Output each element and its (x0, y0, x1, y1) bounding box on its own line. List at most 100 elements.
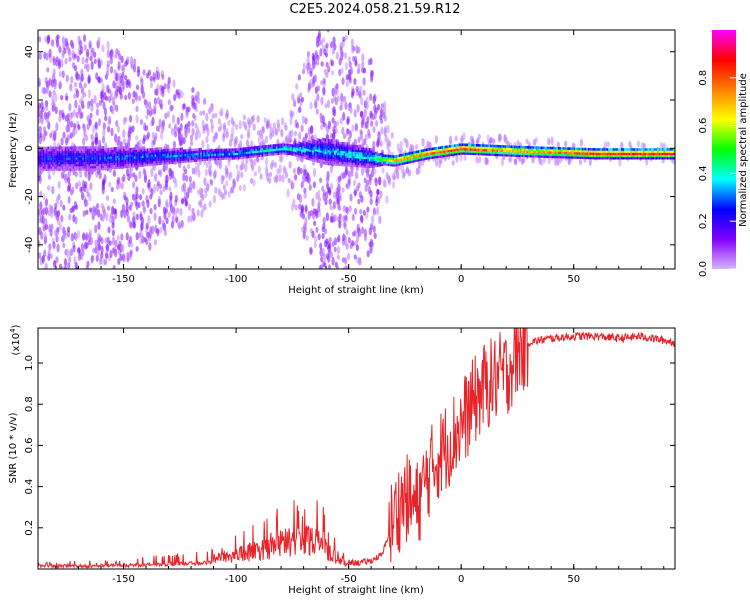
spectrogram-ridge-cell (299, 144, 302, 147)
spectrogram-ridge-cell (208, 155, 210, 159)
spectrogram-ridge-cell (534, 146, 536, 149)
spectrogram-noise-cell (159, 98, 163, 105)
spectrogram-ridge-cell (323, 137, 325, 141)
spectrogram-ridge-cell (490, 153, 492, 156)
spectrogram-noise-cell (42, 222, 46, 232)
spectrogram-ridge-cell (91, 148, 94, 152)
spectrogram-ridge-cell (586, 150, 588, 153)
spectrogram-ridge-cell (532, 146, 535, 149)
spectrogram-ridge-cell (384, 163, 387, 166)
spectrogram-ridge-cell (64, 152, 67, 156)
spectrogram-ridge-cell (370, 154, 372, 158)
spectrogram-ridge-cell (461, 145, 464, 149)
spectrogram-noise-cell (116, 125, 121, 134)
spectrogram-ridge-cell (277, 150, 279, 153)
spectrogram-ridge-cell (598, 156, 601, 160)
spectrogram-ridge-cell (472, 150, 475, 153)
spectrogram-ridge-cell (357, 151, 360, 155)
spectrogram-noise-cell (305, 235, 309, 241)
spectrogram-ridge-cell (45, 166, 48, 169)
spectrogram-noise-cell (119, 92, 123, 100)
spectrogram-noise-cell (41, 106, 45, 113)
spectrogram-ridge-cell (513, 152, 516, 155)
spectrogram-ridge-cell (38, 153, 40, 156)
spectrogram-noise-cell (107, 115, 112, 125)
spectrogram-ridge-cell (403, 153, 406, 156)
spectrogram-ridge-cell (331, 147, 333, 151)
spectrogram-ridge-cell (351, 151, 354, 154)
spectrogram-noise-cell (238, 185, 242, 192)
spectrogram-ridge-cell (611, 156, 614, 160)
spectrogram-ridge-cell (592, 154, 595, 158)
spectrogram-ridge-cell (359, 151, 361, 155)
spectrogram-noise-cell (379, 140, 383, 147)
spectrogram-ridge-cell (115, 162, 117, 165)
spectrogram-ridge-cell (620, 152, 623, 156)
spectrogram-noise-cell (315, 108, 319, 115)
spectrogram-noise-cell (50, 223, 54, 231)
spectrogram-noise-cell (315, 60, 320, 66)
spectrogram-ridge-cell (124, 152, 127, 156)
spectrogram-ridge-cell (305, 157, 308, 160)
spectrogram-ridge-cell (661, 156, 664, 160)
spectrogram-ridge-cell (668, 156, 670, 160)
spectrogram-ridge-cell (559, 151, 562, 154)
spectrogram-ridge-cell (331, 149, 333, 153)
spectrogram-ridge-cell (334, 141, 336, 145)
spectrogram-ridge-cell (598, 150, 601, 153)
spectrogram-noise-cell (114, 90, 118, 100)
spectrogram-ridge-cell (570, 149, 573, 153)
spectrogram-ridge-cell (41, 157, 43, 161)
spectrogram-ridge-cell (146, 163, 149, 167)
spectrogram-ridge-cell (469, 148, 472, 151)
spectrogram-noise-cell (385, 195, 389, 204)
spectrogram-ridge-cell (247, 149, 250, 152)
spectrogram-noise-cell (337, 180, 341, 189)
spectrogram-ridge-cell (620, 150, 623, 153)
spectrogram-noise-cell (152, 139, 156, 145)
snr-frame (37, 327, 676, 570)
spectrogram-ridge-cell (105, 165, 108, 168)
spectrogram-ridge-cell (447, 153, 450, 157)
spectrogram-ridge-cell (535, 148, 538, 152)
spectrogram-noise-cell (375, 120, 379, 127)
spectrogram-ridge-cell (316, 144, 319, 148)
spectrogram-ridge-cell (602, 152, 604, 156)
spectrogram-ridge-cell (372, 152, 374, 155)
spectrogram-ridge-cell (285, 150, 287, 153)
spectrogram-ridge-cell (141, 153, 144, 156)
spectrogram-ridge-cell (151, 152, 153, 155)
spectrogram-ridge-cell (655, 156, 658, 160)
spectrogram-ridge-cell (91, 167, 94, 171)
spectrogram-noise-cell (332, 105, 336, 113)
spectrogram-ridge-cell (313, 159, 316, 162)
spectrogram-noise-cell (81, 180, 86, 189)
spectrogram-ridge-cell (671, 150, 673, 153)
spectrogram-ridge-cell (44, 161, 46, 165)
spectrogram-ridge-cell (102, 150, 105, 153)
spectrogram-ridge-cell (349, 148, 352, 152)
spectrogram-ridge-cell (627, 156, 629, 160)
snr-x-tick-label: -150 (112, 574, 135, 585)
spectrogram-ridge-cell (271, 146, 273, 150)
spectrogram-ridge-cell (482, 152, 484, 156)
spectrogram-noise-cell (253, 171, 257, 177)
spectrogram-ridge-cell (187, 155, 190, 159)
spectrogram-noise-cell (135, 232, 139, 241)
spectrogram-ridge-cell (88, 152, 90, 156)
spectrogram-ridge-cell (132, 158, 135, 162)
spectrogram-ridge-cell (654, 156, 656, 160)
spectrogram-ridge-cell (50, 146, 53, 150)
spectrogram-noise-cell (68, 256, 72, 263)
spectrogram-ridge-cell (101, 152, 103, 156)
spectrogram-ridge-cell (112, 162, 114, 166)
spectrogram-ridge-cell (387, 154, 390, 158)
spectrogram-ridge-cell (468, 152, 470, 155)
spectrogram-ridge-cell (614, 152, 617, 156)
spectrogram-ridge-cell (228, 150, 231, 154)
spectrogram-y-tick-label: 40 (24, 45, 35, 58)
spectrogram-ridge-cell (184, 149, 187, 152)
spectrogram-ridge-cell (156, 156, 158, 159)
spectrogram-noise-cell (76, 229, 80, 239)
spectrogram-ridge-cell (164, 162, 166, 165)
